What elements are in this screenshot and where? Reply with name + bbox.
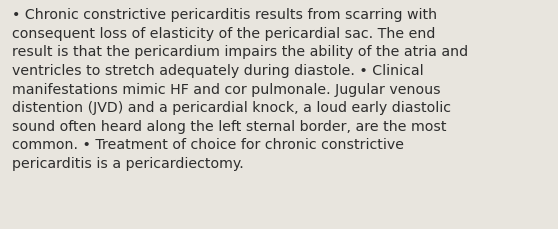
- Text: • Chronic constrictive pericarditis results from scarring with
consequent loss o: • Chronic constrictive pericarditis resu…: [12, 8, 468, 170]
